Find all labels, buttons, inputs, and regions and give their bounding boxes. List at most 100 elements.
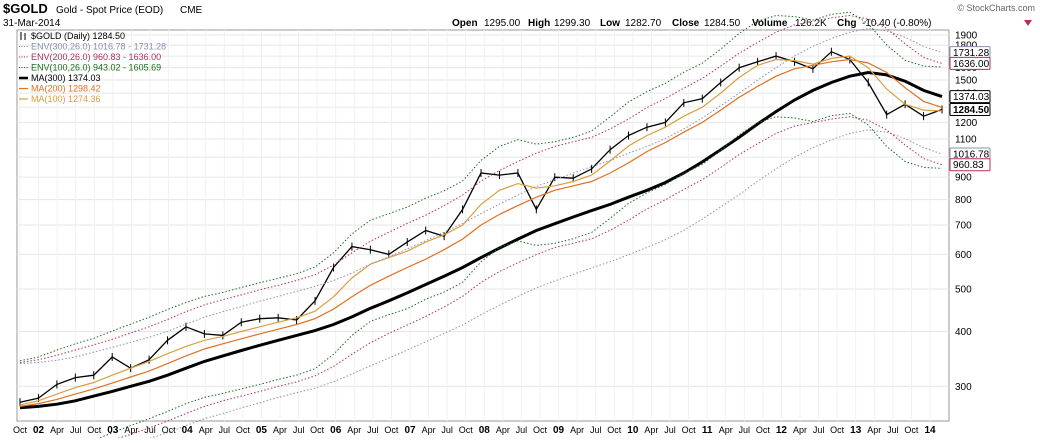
x-tick-label: Oct <box>830 425 845 435</box>
chg-value: -10.40 (-0.80%) <box>862 18 931 29</box>
close-value: 1284.50 <box>704 18 741 29</box>
series-layer <box>19 11 943 443</box>
ma-line <box>19 55 943 406</box>
x-tick-label: 09 <box>553 425 565 436</box>
x-tick-label: 07 <box>404 425 416 436</box>
x-tick-label: Oct <box>384 425 399 435</box>
y-axis: 3004005006007008009001000110012001300140… <box>955 30 978 392</box>
x-tick-label: 12 <box>776 425 788 436</box>
price-label-box <box>949 56 991 70</box>
ma300-line <box>19 70 943 410</box>
x-tick-label: 06 <box>330 425 342 436</box>
x-tick-label: Oct <box>310 425 325 435</box>
high-label: High <box>528 18 550 29</box>
grid-layer <box>17 30 949 421</box>
x-tick-label: Jul <box>144 425 156 435</box>
price-label: 1016.78 <box>953 149 990 160</box>
x-tick-label: 08 <box>479 425 491 436</box>
legend-item: MA(300) 1374.03 <box>31 73 101 83</box>
y-tick-label: 1200 <box>955 118 978 129</box>
legend-item: ENV(200,26.0) 960.83 - 1636.00 <box>31 52 161 62</box>
x-tick-label: Jul <box>367 425 379 435</box>
x-tick-label: Jul <box>813 425 825 435</box>
y-tick-label: 800 <box>955 195 972 206</box>
chg-down-arrow-icon <box>1024 20 1032 26</box>
price-label: 1374.03 <box>953 92 990 103</box>
envelope-line <box>79 112 943 443</box>
x-tick-label: Jul <box>739 425 751 435</box>
x-tick-label: Jul <box>887 425 899 435</box>
price-label-box <box>949 158 991 172</box>
x-tick-label: Apr <box>644 425 658 435</box>
y-tick-label: 1100 <box>955 134 977 145</box>
chart-symbol: $GOLD <box>3 1 48 16</box>
legend-item: ENV(100,26.0) 943.02 - 1605.69 <box>31 63 161 73</box>
low-label: Low <box>600 18 620 29</box>
envelope-line <box>130 129 943 443</box>
envelope-line <box>19 14 943 363</box>
chart-instrument-name: Gold - Spot Price (EOD) <box>56 5 163 16</box>
x-tick-label: Oct <box>87 425 102 435</box>
y-tick-label: 500 <box>955 285 972 296</box>
x-tick-label: Oct <box>13 425 28 435</box>
close-label: Close <box>672 18 700 29</box>
x-tick-label: Oct <box>682 425 697 435</box>
envelope-line <box>102 116 943 443</box>
x-tick-label: Apr <box>793 425 807 435</box>
volume-label: Volume <box>752 18 788 29</box>
legend-item: ENV(300,26.0) 1016.78 - 1731.28 <box>31 42 166 52</box>
x-tick-label: 10 <box>627 425 639 436</box>
y-tick-label: 1900 <box>955 30 978 41</box>
x-tick-label: Apr <box>719 425 733 435</box>
x-tick-label: Apr <box>867 425 881 435</box>
y-tick-label: 600 <box>955 250 972 261</box>
x-tick-label: 03 <box>107 425 119 436</box>
x-tick-label: Apr <box>496 425 510 435</box>
x-tick-label: Jul <box>664 425 676 435</box>
y-tick-label: 300 <box>955 382 972 393</box>
x-tick-label: Jul <box>70 425 82 435</box>
x-tick-label: Jul <box>590 425 602 435</box>
x-tick-label: Apr <box>422 425 436 435</box>
y-tick-label: 900 <box>955 173 972 184</box>
x-tick-label: Apr <box>570 425 584 435</box>
legend-item: MA(200) 1298.42 <box>31 84 101 94</box>
envelope-line <box>19 27 943 365</box>
price-label: 1731.28 <box>953 48 990 59</box>
y-tick-label: 1500 <box>955 75 978 86</box>
price-label-box <box>949 90 991 104</box>
legend-item: MA(100) 1274.36 <box>31 94 101 104</box>
x-tick-label: Apr <box>199 425 213 435</box>
high-value: 1299.30 <box>554 18 591 29</box>
price-label: 1284.50 <box>953 105 990 116</box>
x-tick-label: Oct <box>236 425 251 435</box>
stockcharts-watermark: © StockCharts.com <box>957 3 1035 13</box>
ma-line <box>19 58 943 407</box>
x-tick-label: Apr <box>273 425 287 435</box>
x-tick-label: 11 <box>702 425 713 436</box>
x-tick-label: Apr <box>50 425 64 435</box>
x-tick-label: Oct <box>607 425 622 435</box>
low-value: 1282.70 <box>625 18 662 29</box>
x-tick-label: 14 <box>924 425 936 436</box>
x-tick-label: Apr <box>124 425 138 435</box>
open-label: Open <box>452 18 478 29</box>
y-tick-label: 400 <box>955 327 972 338</box>
x-axis: Oct 02 Apr Jul Oct 03 Apr Jul Oct 04 Apr Jul Oct 05 Ap… <box>13 425 936 436</box>
x-tick-label: Oct <box>459 425 474 435</box>
price-label: 960.83 <box>953 160 984 171</box>
price-label-box <box>949 102 991 116</box>
volume-value: 126.2K <box>795 18 827 29</box>
x-tick-label: Jul <box>441 425 453 435</box>
chg-label: Chg <box>837 18 856 29</box>
x-tick-label: 13 <box>850 425 862 436</box>
x-tick-label: 05 <box>256 425 268 436</box>
x-tick-label: Apr <box>347 425 361 435</box>
open-value: 1295.00 <box>484 18 521 29</box>
x-tick-label: Jul <box>219 425 231 435</box>
x-tick-label: Oct <box>904 425 919 435</box>
price-label: 1636.00 <box>953 59 990 70</box>
chart-exchange: CME <box>180 5 203 16</box>
